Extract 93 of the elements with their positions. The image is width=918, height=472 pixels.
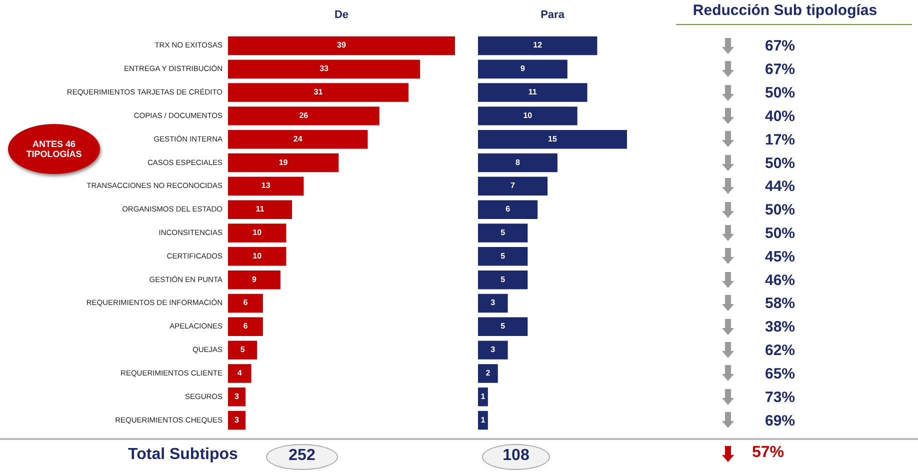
bar [228,106,380,126]
bar [478,200,538,219]
text: 45% [764,248,796,266]
bar [478,153,558,172]
bar [228,247,286,266]
text: 65% [764,365,796,382]
data-label: 33 [320,64,330,74]
data-label: 24 [293,134,303,144]
text: 57% [752,444,784,462]
text: 69% [764,412,796,430]
bar [478,60,568,78]
bar [228,388,246,406]
bar [478,247,528,266]
data-label: 6 [243,298,248,308]
bar [228,364,252,383]
data-label: 10 [523,110,533,120]
bar [478,106,578,126]
text: 62% [764,342,796,360]
data-label: 6 [243,322,248,331]
bar [478,364,498,383]
text: 67% [764,38,796,55]
data-label: 6 [506,204,511,214]
text: Total Subtipos [128,446,238,464]
bar [228,200,292,219]
text: ANTES 46 TIPOLOGÍAS [8,124,100,174]
bar [478,83,588,102]
data-label: 2 [486,368,491,378]
bar [478,317,528,336]
data-label: 31 [314,88,324,97]
bar [478,294,508,313]
data-label: 11 [256,204,265,214]
data-label: 5 [240,345,246,354]
bar [228,224,286,242]
data-label: 5 [500,251,506,260]
bar [478,224,528,242]
bar [228,60,420,78]
text: 73% [764,388,796,406]
data-label: 13 [261,181,271,190]
text: 46% [764,272,796,289]
data-label: 39 [337,40,346,50]
text: 58% [764,295,796,312]
text: 40% [764,108,796,125]
data-label: 15 [548,134,558,144]
text: 17% [764,131,796,148]
bar [478,130,627,149]
data-label: 9 [252,274,257,284]
text: 44% [764,178,796,196]
bar [228,36,455,56]
data-label: 11 [528,88,538,97]
text: 50% [764,154,796,172]
text: 50% [764,84,796,102]
data-label: 26 [299,110,309,120]
data-label: 3 [234,392,240,401]
data-label: 19 [278,158,288,167]
bar [228,176,304,196]
data-label: 12 [533,40,543,50]
data-label: 3 [490,298,496,308]
bar [478,176,548,196]
bar [228,83,408,102]
data-label: 3 [234,415,240,424]
data-label: 5 [500,322,506,331]
bar [478,388,488,406]
text: 67% [764,61,796,78]
chart-title: Para [540,9,566,21]
bar [228,340,258,360]
bar [228,294,263,313]
data-label: 10 [252,251,262,260]
data-label: 5 [500,274,506,284]
bar [228,410,246,430]
bar [228,153,339,172]
bar [478,36,598,56]
text: 50% [764,225,796,242]
data-label: 5 [500,228,506,237]
data-label: 1 [480,415,486,424]
data-label: 1 [480,392,486,401]
data-label: 9 [520,64,526,74]
bar [478,270,528,290]
data-label: 8 [516,158,521,167]
bar [228,270,280,290]
data-label: 7 [510,181,516,190]
text: 50% [764,202,796,219]
bar [228,130,368,149]
chart-title: De [334,9,349,21]
data-label: 3 [490,345,496,354]
bar [478,410,488,430]
text: 38% [764,318,796,336]
bar [478,340,508,360]
data-label: 4 [237,368,242,378]
text: 252 [266,444,338,470]
bar [228,317,263,336]
text: 108 [482,444,550,470]
data-label: 10 [252,228,262,237]
text: Reducción Sub tipologías [692,2,878,19]
